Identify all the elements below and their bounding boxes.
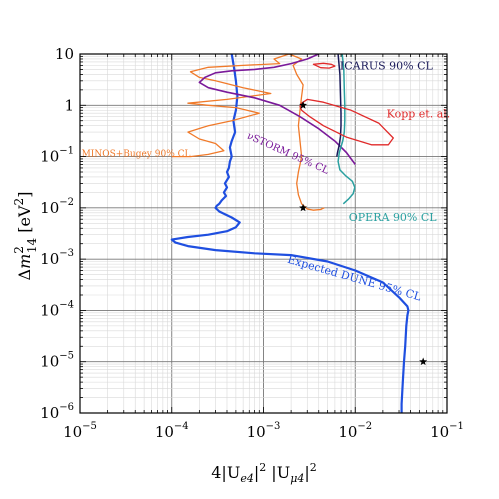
series-minos-bugey-90-cl <box>171 54 325 211</box>
annotation-icarus-90-cl: ICARUS 90% CL <box>340 59 434 72</box>
series-expected-dune-95-cl <box>170 54 410 413</box>
series-opera-90-cl <box>337 54 356 205</box>
star-marker <box>419 357 428 366</box>
annotation-kopp-et-al-: Kopp et. al. <box>387 107 451 120</box>
axis-ticks: 10−5 10−4 10−3 10−2 10−1 10 1 10−1 10−2 10−3 10−4 1… <box>40 45 464 441</box>
y-tick-label: 1 <box>64 96 74 114</box>
star-marker <box>299 101 308 109</box>
y-axis-label: Δm214 [eV2] <box>12 192 39 281</box>
x-tick-label: 10−5 <box>63 421 97 441</box>
x-tick-label: 10−2 <box>338 421 372 441</box>
annotation-opera-90-cl: OPERA 90% CL <box>349 211 438 224</box>
y-tick-label: 10 <box>55 45 74 63</box>
series-red-island-top <box>312 62 336 69</box>
y-tick-label: 10−1 <box>40 146 74 166</box>
annotation-minos-bugey-90-cl: MINOS+Bugey 90% CL <box>82 150 191 160</box>
star-markers <box>299 101 428 366</box>
x-axis-label: 4|Ue4|2 |Uμ4|2 <box>211 461 316 485</box>
series-icarus-90-cl <box>336 54 342 157</box>
series-layer <box>170 54 410 413</box>
star-marker <box>299 203 308 212</box>
x-tick-label: 10−1 <box>430 421 464 441</box>
x-tick-label: 10−4 <box>155 421 189 441</box>
y-tick-label: 10−5 <box>40 351 74 371</box>
y-tick-label: 10−4 <box>40 299 74 319</box>
grid <box>80 54 447 413</box>
y-tick-label: 10−3 <box>40 248 74 268</box>
y-tick-label: 10−2 <box>40 197 74 217</box>
series--storm-95-cl <box>198 54 356 165</box>
y-tick-label: 10−6 <box>40 402 74 422</box>
series-kopp-et-al- <box>299 98 394 146</box>
x-tick-label: 10−3 <box>247 421 281 441</box>
